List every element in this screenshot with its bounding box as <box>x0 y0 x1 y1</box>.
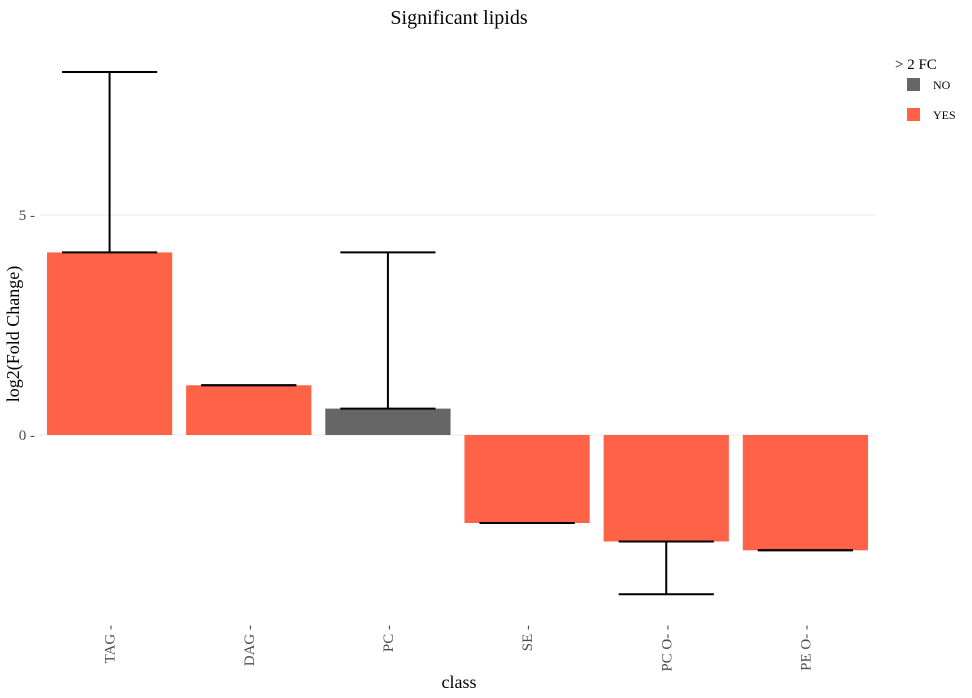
bar-se <box>464 435 589 523</box>
y-axis-title: log2(Fold Change) <box>3 266 24 403</box>
x-tick-label-pco: PC O- - <box>659 625 675 672</box>
x-tick-label-peo: PE O- - <box>798 625 814 671</box>
bar-pco <box>604 435 729 541</box>
legend-title: > 2 FC <box>895 57 937 73</box>
bar-pc <box>325 409 450 435</box>
x-axis: TAG - DAG - PC - SE - PC O- - PE O- - <box>103 625 815 672</box>
x-tick-label-pc: PC - <box>381 625 397 652</box>
legend-label-yes: YES <box>933 108 956 122</box>
bar-dag <box>186 385 311 435</box>
y-tick-label-0: 0 - <box>19 428 35 444</box>
legend: > 2 FC NO YES <box>895 57 956 122</box>
legend-swatch-yes <box>907 108 920 121</box>
error-bars <box>62 72 853 594</box>
legend-swatch-no <box>907 78 920 91</box>
x-axis-title: class <box>442 672 477 692</box>
bars <box>47 252 868 550</box>
bar-peo <box>743 435 868 550</box>
x-tick-label-tag: TAG - <box>103 625 119 663</box>
chart-title: Significant lipids <box>390 7 527 29</box>
bar-tag <box>47 252 172 435</box>
x-tick-label-se: SE - <box>520 625 536 651</box>
x-tick-label-dag: DAG - <box>242 625 258 666</box>
y-tick-label-5: 5 - <box>19 208 35 224</box>
legend-label-no: NO <box>933 78 951 92</box>
